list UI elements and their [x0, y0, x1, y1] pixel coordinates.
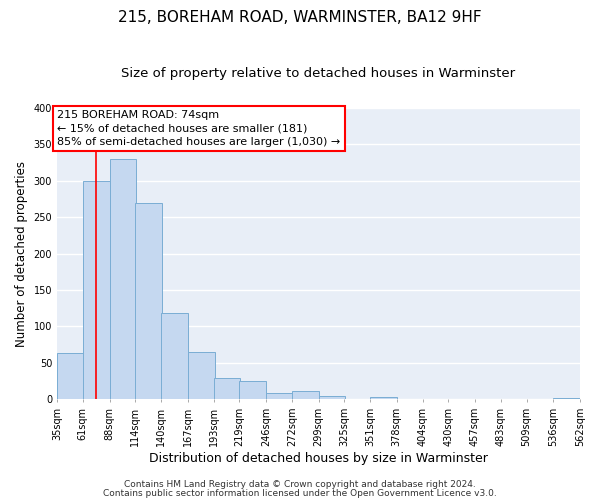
- Bar: [135, 202, 162, 400]
- Bar: [292, 390, 319, 400]
- Text: Contains HM Land Registry data © Crown copyright and database right 2024.: Contains HM Land Registry data © Crown c…: [124, 480, 476, 489]
- Bar: [110, 159, 136, 400]
- Y-axis label: Number of detached properties: Number of detached properties: [15, 160, 28, 346]
- Bar: [83, 181, 110, 400]
- X-axis label: Distribution of detached houses by size in Warminster: Distribution of detached houses by size …: [149, 452, 488, 465]
- Title: Size of property relative to detached houses in Warminster: Size of property relative to detached ho…: [121, 68, 515, 80]
- Bar: [319, 396, 345, 400]
- Bar: [57, 354, 84, 400]
- Bar: [370, 397, 397, 400]
- Text: Contains public sector information licensed under the Open Government Licence v3: Contains public sector information licen…: [103, 488, 497, 498]
- Bar: [553, 398, 580, 400]
- Bar: [214, 378, 240, 400]
- Text: 215, BOREHAM ROAD, WARMINSTER, BA12 9HF: 215, BOREHAM ROAD, WARMINSTER, BA12 9HF: [118, 10, 482, 25]
- Bar: [161, 312, 188, 400]
- Bar: [188, 352, 215, 400]
- Bar: [266, 394, 293, 400]
- Bar: [239, 381, 266, 400]
- Text: 215 BOREHAM ROAD: 74sqm
← 15% of detached houses are smaller (181)
85% of semi-d: 215 BOREHAM ROAD: 74sqm ← 15% of detache…: [57, 110, 340, 146]
